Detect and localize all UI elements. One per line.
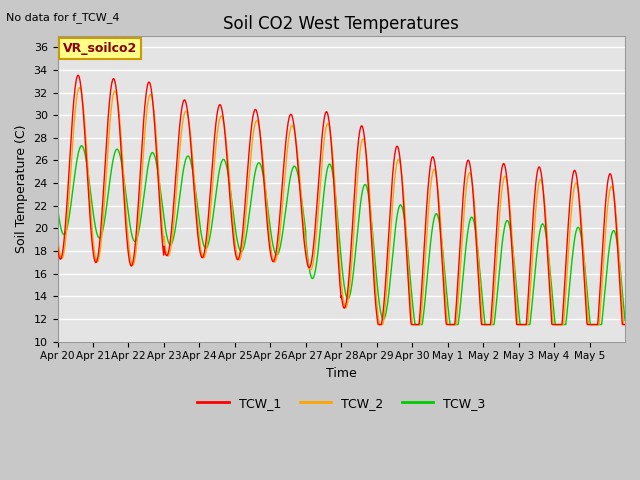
TCW_2 bbox=[316, 186, 324, 192]
Line: TCW_3: TCW_3 bbox=[58, 146, 625, 324]
TCW_2 bbox=[376, 322, 384, 327]
TCW_3 bbox=[316, 229, 324, 235]
TCW_2 bbox=[621, 322, 629, 327]
TCW_2 bbox=[559, 322, 567, 327]
TCW_3 bbox=[621, 318, 629, 324]
Line: TCW_2: TCW_2 bbox=[58, 87, 625, 324]
TCW_3 bbox=[412, 322, 419, 327]
Y-axis label: Soil Temperature (C): Soil Temperature (C) bbox=[15, 124, 28, 253]
TCW_1 bbox=[559, 310, 567, 315]
TCW_3 bbox=[614, 249, 622, 254]
TCW_2 bbox=[476, 279, 484, 285]
TCW_1 bbox=[74, 72, 82, 78]
Text: VR_soilco2: VR_soilco2 bbox=[63, 42, 138, 55]
TCW_1 bbox=[327, 134, 335, 140]
TCW_1 bbox=[54, 245, 61, 251]
Text: No data for f_TCW_4: No data for f_TCW_4 bbox=[6, 12, 120, 23]
Line: TCW_1: TCW_1 bbox=[58, 75, 625, 324]
TCW_3 bbox=[327, 162, 335, 168]
TCW_1 bbox=[614, 257, 622, 263]
TCW_2 bbox=[143, 110, 150, 116]
TCW_3 bbox=[476, 267, 484, 273]
Title: Soil CO2 West Temperatures: Soil CO2 West Temperatures bbox=[223, 15, 460, 33]
TCW_1 bbox=[374, 322, 382, 327]
TCW_3 bbox=[77, 143, 85, 149]
X-axis label: Time: Time bbox=[326, 367, 356, 380]
TCW_2 bbox=[327, 132, 335, 137]
TCW_3 bbox=[143, 172, 150, 178]
TCW_3 bbox=[559, 322, 567, 327]
TCW_2 bbox=[54, 232, 61, 238]
TCW_1 bbox=[621, 322, 629, 327]
TCW_3 bbox=[54, 205, 61, 211]
TCW_1 bbox=[476, 298, 484, 303]
TCW_2 bbox=[614, 242, 622, 248]
Legend: TCW_1, TCW_2, TCW_3: TCW_1, TCW_2, TCW_3 bbox=[192, 392, 490, 415]
TCW_2 bbox=[76, 84, 83, 90]
TCW_1 bbox=[316, 159, 324, 165]
TCW_1 bbox=[143, 87, 150, 93]
